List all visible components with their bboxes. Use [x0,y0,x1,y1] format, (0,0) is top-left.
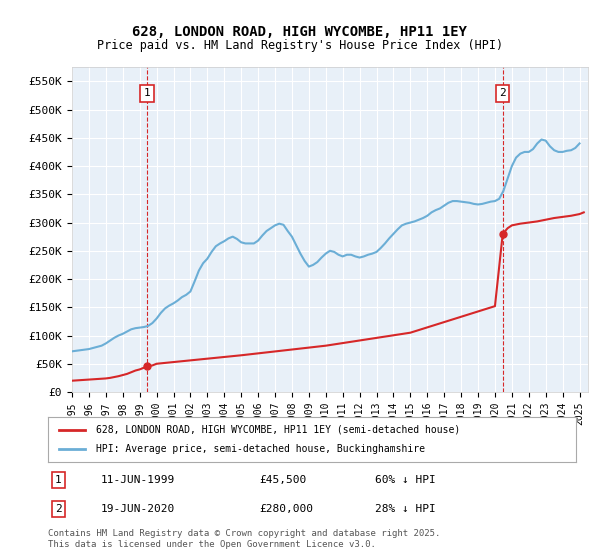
Text: £45,500: £45,500 [259,475,307,485]
Text: 1: 1 [144,88,151,98]
Text: HPI: Average price, semi-detached house, Buckinghamshire: HPI: Average price, semi-detached house,… [95,445,425,455]
Text: 628, LONDON ROAD, HIGH WYCOMBE, HP11 1EY (semi-detached house): 628, LONDON ROAD, HIGH WYCOMBE, HP11 1EY… [95,424,460,435]
Text: 60% ↓ HPI: 60% ↓ HPI [376,475,436,485]
Text: 28% ↓ HPI: 28% ↓ HPI [376,504,436,514]
Text: 1: 1 [55,475,62,485]
Text: Price paid vs. HM Land Registry's House Price Index (HPI): Price paid vs. HM Land Registry's House … [97,39,503,52]
Text: 2: 2 [55,504,62,514]
Text: 19-JUN-2020: 19-JUN-2020 [101,504,175,514]
Text: £280,000: £280,000 [259,504,313,514]
Text: 628, LONDON ROAD, HIGH WYCOMBE, HP11 1EY: 628, LONDON ROAD, HIGH WYCOMBE, HP11 1EY [133,25,467,39]
Text: 11-JUN-1999: 11-JUN-1999 [101,475,175,485]
Text: 2: 2 [499,88,506,98]
Text: Contains HM Land Registry data © Crown copyright and database right 2025.
This d: Contains HM Land Registry data © Crown c… [48,529,440,549]
